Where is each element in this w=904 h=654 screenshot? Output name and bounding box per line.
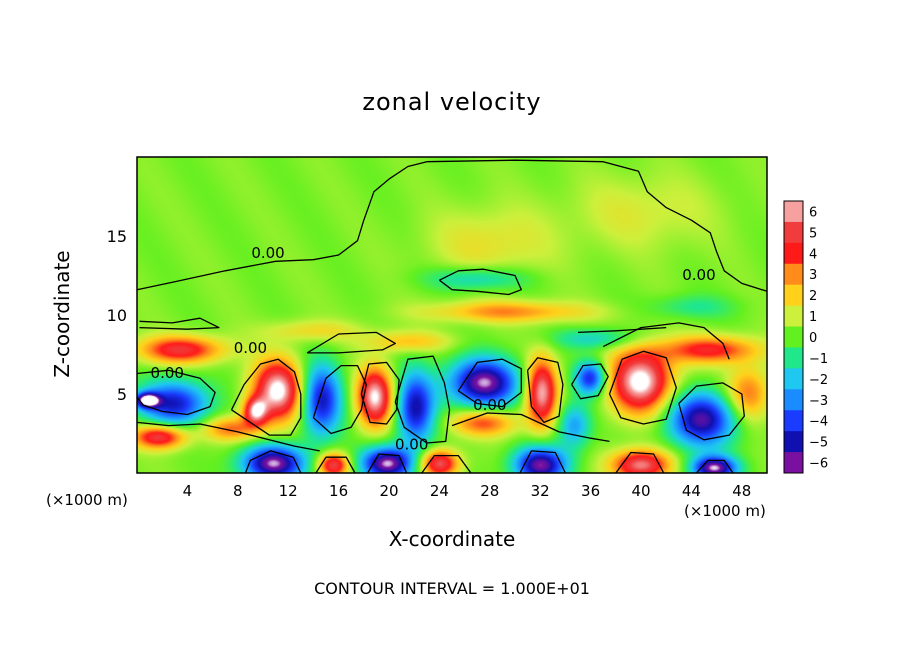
x-tick-label: 32: [531, 482, 550, 500]
colorbar-swatch: [784, 263, 803, 286]
y-tick-label: 10: [107, 306, 127, 325]
colorbar-tick-label: −5: [809, 436, 828, 451]
colorbar-tick-label: 5: [809, 226, 817, 241]
x-tick-label: 8: [233, 482, 243, 500]
x-tick-label: 16: [329, 482, 348, 500]
contour-interval-note: CONTOUR INTERVAL = 1.000E+01: [314, 579, 590, 598]
x-unit-label-left: (×1000 m): [46, 491, 128, 509]
colorbar-tick-label: −6: [809, 457, 828, 472]
x-tick-label: 4: [183, 482, 193, 500]
colorbar-swatch: [784, 347, 803, 369]
x-tick-label: 48: [732, 482, 751, 500]
colorbar-swatch: [784, 242, 803, 265]
velocity-heatmap: [137, 157, 767, 473]
colorbar-frame: [783, 200, 804, 474]
colorbar-tick-label: −4: [809, 415, 828, 430]
x-unit-label-right: (×1000 m): [684, 502, 766, 520]
x-axis-label: X-coordinate: [388, 527, 516, 551]
colorbar-tick-label: 0: [809, 331, 817, 346]
x-tick-label: 28: [480, 482, 499, 500]
colorbar-swatch: [784, 305, 803, 328]
x-tick-label: 12: [279, 482, 298, 500]
y-tick-label: 15: [107, 227, 127, 246]
x-tick-label: 36: [581, 482, 600, 500]
x-tick-label: 40: [631, 482, 650, 500]
colorbar-swatch: [784, 368, 803, 390]
colorbar-swatch: [784, 201, 803, 223]
x-tick-label: 44: [682, 482, 701, 500]
colorbar-swatch: [784, 284, 803, 307]
x-tick-label: 24: [430, 482, 449, 500]
colorbar-tick-label: −1: [809, 352, 828, 367]
colorbar-swatch: [784, 326, 803, 348]
colorbar-tick-label: 3: [809, 268, 817, 283]
colorbar-tick-label: −3: [809, 394, 828, 409]
x-tick-label: 20: [379, 482, 398, 500]
colorbar-tick-label: 2: [809, 289, 817, 304]
colorbar-swatch: [784, 431, 803, 453]
colorbar-swatch: [784, 389, 803, 411]
colorbar-tick-label: 4: [809, 247, 817, 262]
colorbar-swatch: [784, 410, 803, 432]
colorbar-swatch: [784, 221, 803, 244]
y-axis-label: Z-coordinate: [50, 250, 74, 378]
y-tick-label: 5: [117, 385, 127, 404]
chart-title: zonal velocity: [362, 88, 542, 116]
colorbar-swatch: [784, 452, 803, 474]
colorbar-tick-label: 1: [809, 310, 817, 325]
colorbar-tick-label: −2: [809, 373, 828, 388]
colorbar: 6 5 4 3 2 1 0 −1 −2 −3 −4 −5 −6: [783, 200, 828, 474]
colorbar-tick-label: 6: [809, 205, 817, 220]
